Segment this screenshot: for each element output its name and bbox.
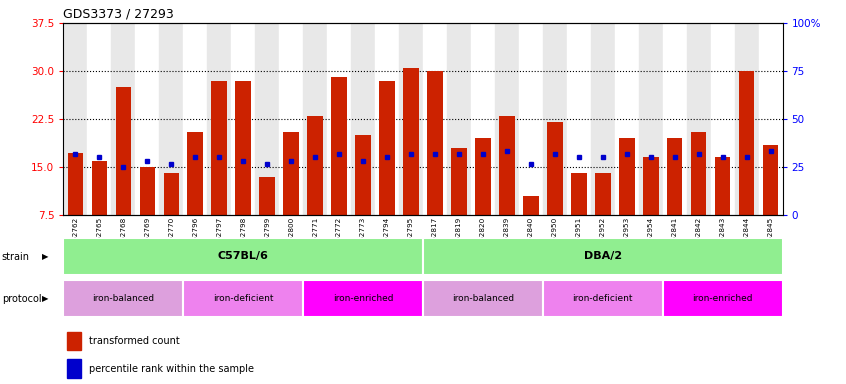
Bar <box>547 122 563 215</box>
Text: iron-deficient: iron-deficient <box>573 294 633 303</box>
Text: GDS3373 / 27293: GDS3373 / 27293 <box>63 7 174 20</box>
Bar <box>543 23 567 215</box>
Bar <box>667 138 683 215</box>
Bar <box>87 23 112 215</box>
Bar <box>447 23 471 215</box>
Bar <box>427 71 442 215</box>
Bar <box>235 81 251 215</box>
Text: iron-balanced: iron-balanced <box>92 294 155 303</box>
Bar <box>260 177 275 215</box>
Bar <box>212 81 227 215</box>
Bar <box>379 81 395 215</box>
Bar <box>163 174 179 215</box>
Bar <box>567 23 591 215</box>
Bar <box>91 161 107 215</box>
Bar <box>662 280 783 317</box>
Bar <box>404 68 419 215</box>
Text: iron-deficient: iron-deficient <box>213 294 273 303</box>
Text: ▶: ▶ <box>42 294 49 303</box>
Bar <box>188 132 203 215</box>
Bar <box>471 23 495 215</box>
Bar <box>135 23 159 215</box>
Bar <box>184 280 303 317</box>
Bar <box>68 153 83 215</box>
Bar <box>355 135 371 215</box>
Bar <box>207 23 231 215</box>
Text: strain: strain <box>2 252 30 262</box>
Bar <box>662 23 687 215</box>
Text: DBA/2: DBA/2 <box>584 251 622 262</box>
Bar <box>351 23 375 215</box>
Bar <box>231 23 255 215</box>
Bar <box>159 23 184 215</box>
Bar <box>399 23 423 215</box>
Text: protocol: protocol <box>2 294 41 304</box>
Bar <box>691 132 706 215</box>
Bar <box>63 280 184 317</box>
Bar <box>423 238 783 275</box>
Text: transformed count: transformed count <box>89 336 179 346</box>
Bar <box>715 157 730 215</box>
Bar <box>739 71 755 215</box>
Text: percentile rank within the sample: percentile rank within the sample <box>89 364 254 374</box>
Bar <box>523 196 539 215</box>
Text: iron-enriched: iron-enriched <box>332 294 393 303</box>
Bar <box>643 157 658 215</box>
Bar <box>543 280 662 317</box>
Text: iron-balanced: iron-balanced <box>452 294 514 303</box>
Bar <box>734 23 759 215</box>
Bar <box>619 138 634 215</box>
Bar <box>711 23 734 215</box>
Bar <box>763 145 778 215</box>
Bar <box>571 174 586 215</box>
Bar <box>63 238 423 275</box>
Bar <box>303 23 327 215</box>
Bar <box>112 23 135 215</box>
Text: C57BL/6: C57BL/6 <box>217 251 269 262</box>
Bar <box>255 23 279 215</box>
Bar <box>332 78 347 215</box>
Bar <box>116 87 131 215</box>
Bar <box>451 148 467 215</box>
Bar <box>687 23 711 215</box>
Bar <box>67 359 81 378</box>
Text: ▶: ▶ <box>42 252 49 261</box>
Bar <box>307 116 323 215</box>
Bar <box>759 23 783 215</box>
Bar <box>475 138 491 215</box>
Bar <box>595 174 611 215</box>
Text: iron-enriched: iron-enriched <box>692 294 753 303</box>
Bar <box>615 23 639 215</box>
Bar <box>327 23 351 215</box>
Bar <box>495 23 519 215</box>
Bar <box>375 23 399 215</box>
Bar <box>499 116 514 215</box>
Bar <box>279 23 303 215</box>
Bar <box>423 280 543 317</box>
Bar <box>303 280 423 317</box>
Bar <box>283 132 299 215</box>
Bar <box>519 23 543 215</box>
Bar <box>67 332 81 350</box>
Bar <box>591 23 615 215</box>
Bar <box>184 23 207 215</box>
Bar <box>423 23 447 215</box>
Bar <box>140 167 155 215</box>
Bar <box>639 23 662 215</box>
Bar <box>63 23 87 215</box>
